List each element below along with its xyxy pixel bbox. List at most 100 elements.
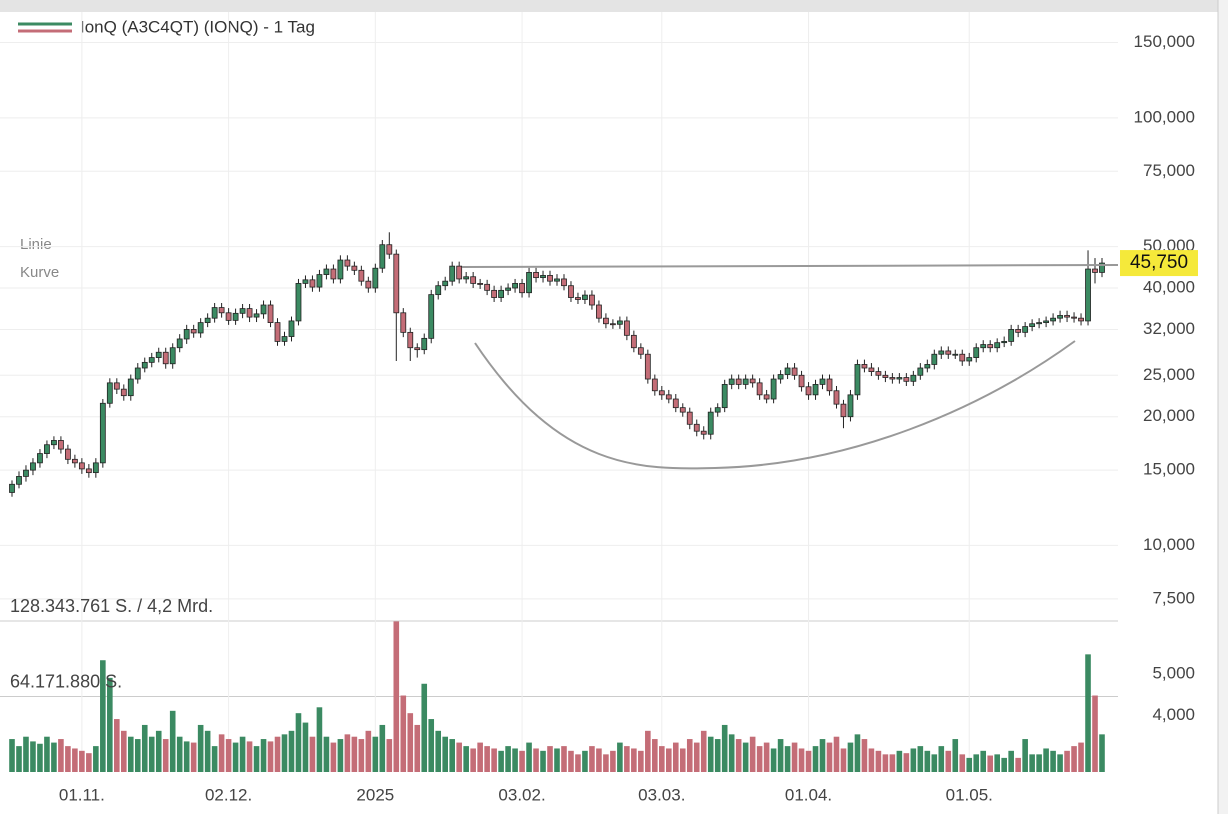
volume-bar [491,748,497,772]
volume-bar [561,746,567,772]
candle-body [183,329,190,340]
x-tick-label: 03.03. [638,785,685,804]
candle-body [190,329,197,334]
marks [9,232,1105,772]
candle-body [826,378,833,392]
volume-bar [330,742,337,772]
side-strip [1218,0,1228,814]
volume-bar [141,724,148,772]
candle-body [281,336,288,342]
volume-bar [344,734,351,772]
candle-body [372,267,379,289]
volume-bar [826,742,833,772]
y-tick-label: 25,000 [1143,365,1195,384]
candle-body [1064,315,1070,318]
candle-body [51,440,57,446]
candle-body [155,351,162,358]
candle-body [756,382,763,396]
volume-bar [861,739,868,772]
volume-bar [65,746,71,772]
volume-bar [288,730,295,772]
candle-body [148,357,155,363]
candle-body [973,347,980,358]
volume-bar [86,753,92,772]
candle-body [23,469,29,477]
menu-item[interactable]: Linie [20,236,52,253]
candle-body [1029,323,1036,327]
volume-bar [700,730,707,772]
volume-bar [30,741,36,772]
volume-bar [777,739,784,772]
volume-bar [547,746,553,772]
candle-body [85,468,92,474]
volume-bar [23,736,29,772]
candle-body [344,259,351,267]
volume-bar [638,750,644,772]
candle-body [106,382,113,404]
candle-body [575,297,581,300]
candle-body [665,394,672,400]
candle-body [218,307,225,314]
resistance-line [461,264,1119,268]
volume-bar [924,750,931,772]
volume-bar [393,621,400,772]
candle-body [616,320,623,325]
volume-bar [672,742,679,772]
candle-body [295,283,302,322]
volume-bar [645,730,651,772]
candle-body [630,334,637,349]
candle-body [910,374,917,382]
volume-bar [267,741,274,772]
volume-bar [728,734,735,772]
volume-bar [659,746,665,772]
candle-body [386,244,393,255]
candle-body [1043,320,1050,324]
candle-body [337,259,344,280]
volume-bar [735,739,742,772]
candle-body [868,367,875,373]
volume-bar [107,677,113,772]
candle-body [889,377,896,380]
volume-bar [1099,734,1105,772]
candle-body [379,244,386,269]
volume-bar [79,750,85,772]
candle-body [644,353,651,380]
menu-item[interactable]: Kurve [20,264,59,281]
volume-bar [414,724,421,772]
candle-body [358,269,365,282]
volume-bar [281,734,288,772]
candle-body [561,278,567,287]
volume-bar [51,742,57,772]
candle-body [435,285,442,296]
candle-body [477,283,484,285]
volume-bar [204,730,211,772]
volume-bar [756,746,763,772]
volume-bar [652,739,658,772]
volume-bar [246,741,253,772]
volume-bar [973,754,980,772]
volume-bar [372,736,379,772]
volume-bar [302,722,309,772]
volume-bar [1050,750,1056,772]
candle-body [735,378,742,385]
candle-body [526,272,532,294]
candle-body [637,347,644,355]
volume-bar [449,739,455,772]
volume-bar [966,757,973,772]
volume-bar [197,724,204,772]
volume-bar [386,739,393,772]
volume-bar [428,719,435,772]
candle-body [700,430,707,435]
volume-bar [295,713,302,772]
candle-body [882,374,889,378]
x-tick-label: 02.12. [205,785,252,804]
candle-body [917,367,924,376]
candle-body [274,322,281,342]
candle-body [847,394,854,418]
volume-bar [114,719,120,772]
y-tick-label: 40,000 [1143,277,1195,296]
candle-body [924,364,931,369]
x-tick-label: 01.05. [946,785,993,804]
volume-bar [421,683,428,772]
